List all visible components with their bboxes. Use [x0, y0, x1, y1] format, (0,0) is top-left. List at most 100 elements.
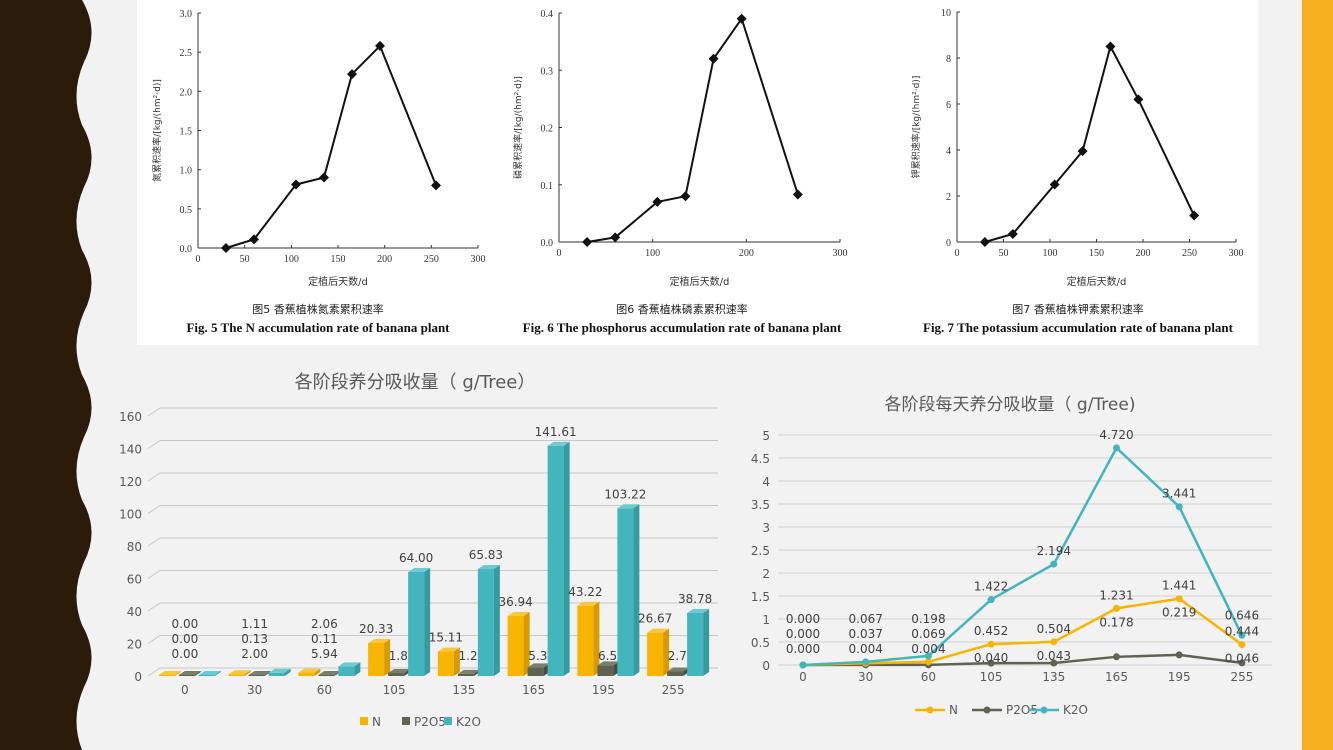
legend-marker-N — [926, 706, 934, 714]
data-label: 0.11 — [311, 632, 338, 646]
y-tick-label: 0.5 — [751, 636, 770, 650]
y-tick-label: 3.5 — [751, 498, 770, 512]
bar-top-P2O5 — [457, 669, 480, 674]
figure-caption-cn: 图5 香蕉植株氮素累积速率 — [252, 302, 384, 316]
y-tick-label: 2.5 — [180, 48, 193, 59]
bar-top-K2O — [687, 608, 710, 613]
data-label: 0.000 — [786, 612, 820, 626]
data-point-N — [1238, 641, 1246, 649]
line-chart: 各阶段每天养分吸收量（ g/Tree) 0 0.5 1 1.5 2 2.5 3 3.5 4 4.5 5… — [751, 395, 1272, 717]
data-point-K2O — [987, 596, 995, 604]
bar-N — [647, 632, 664, 676]
paper-figure-panel — [137, 0, 1258, 345]
data-label: 0.046 — [1225, 652, 1259, 666]
y-tick-label: 0.3 — [541, 66, 554, 77]
data-point-N — [924, 658, 932, 666]
data-point — [1007, 228, 1018, 239]
data-label: 0.00 — [172, 632, 199, 646]
bar-side-K2O — [633, 504, 640, 676]
y-tick-label: 0.1 — [541, 181, 554, 192]
bar-top-N — [298, 668, 321, 673]
y-tick-label: 120 — [119, 475, 142, 489]
y-tick-label: 0.2 — [541, 124, 554, 135]
y-tick-label: 1.5 — [180, 127, 193, 138]
y-tick-label: 1.0 — [180, 166, 193, 177]
data-label: 65.83 — [469, 548, 503, 562]
y-tick-label: 0.5 — [180, 205, 193, 216]
data-label: 0.043 — [1037, 649, 1071, 663]
gridline-depth — [147, 505, 161, 514]
figure-caption-cn: 图7 香蕉植株钾素累积速率 — [1012, 302, 1144, 316]
y-tick-label: 40 — [127, 605, 142, 619]
data-label: 2.06 — [311, 617, 338, 631]
y-tick-label: 5 — [762, 429, 770, 443]
x-tick-label: 165 — [1105, 670, 1128, 684]
y-tick-label: 60 — [127, 573, 142, 587]
data-point — [347, 69, 357, 80]
data-label: 1.441 — [1162, 579, 1196, 593]
data-point-K2O — [1050, 560, 1058, 568]
y-tick-label: 0.0 — [541, 238, 554, 249]
x-tick-label: 105 — [980, 670, 1003, 684]
legend-swatch-K2O — [444, 717, 452, 725]
y-tick-label: 1.5 — [751, 590, 770, 604]
bar-chart: 各阶段养分吸收量（ g/Tree） 0 20 40 60 80 100 120 140 160 0 0… — [119, 372, 718, 729]
bar-top-K2O — [477, 565, 500, 570]
bar-top-N — [647, 628, 670, 633]
legend-label: N — [372, 715, 381, 729]
bar-top-K2O — [338, 662, 361, 667]
bar-P2O5 — [178, 675, 195, 676]
data-label: 0.504 — [1037, 622, 1071, 636]
y-tick-label: 160 — [119, 410, 142, 424]
x-tick-label: 165 — [522, 683, 545, 697]
y-tick-label: 6 — [946, 100, 951, 111]
data-point — [652, 196, 663, 207]
bar-side-N — [384, 638, 391, 676]
x-tick-label: 150 — [331, 254, 346, 265]
data-point — [375, 40, 385, 51]
y-tick-label: 4.5 — [751, 452, 770, 466]
data-point — [1049, 179, 1060, 190]
y-tick-label: 2.0 — [180, 87, 193, 98]
data-label: 0.004 — [849, 642, 883, 656]
legend-marker-K2O — [1040, 706, 1048, 714]
y-tick-label: 140 — [119, 443, 142, 457]
data-label: 0.452 — [974, 624, 1008, 638]
data-label: 0.198 — [911, 612, 945, 626]
series-line — [586, 16, 799, 243]
y-tick-label: 8 — [946, 54, 951, 65]
legend-label: P2O5 — [414, 715, 446, 729]
bar-side-N — [174, 671, 181, 676]
data-label: 4.720 — [1099, 428, 1133, 442]
data-point-P2O5 — [1050, 659, 1058, 667]
bar-side-N — [314, 668, 321, 676]
legend-marker-P2O5 — [983, 706, 991, 714]
data-label: 0.069 — [911, 627, 945, 641]
data-label: 0.004 — [911, 642, 945, 656]
data-label: 0.13 — [241, 632, 268, 646]
x-tick-label: 135 — [452, 683, 475, 697]
data-label: 1.11 — [241, 617, 268, 631]
bar-top-P2O5 — [248, 671, 271, 675]
y-tick-label: 1 — [762, 613, 770, 627]
data-point — [582, 237, 593, 247]
data-point — [1133, 94, 1144, 105]
data-label: 64.00 — [399, 551, 433, 565]
figure-caption-en: Fig. 7 The potassium accumulation rate o… — [923, 320, 1234, 335]
decorative-wavy-band — [0, 0, 92, 750]
y-axis-label: 磷累积速率/[kg/(hm²·d)] — [512, 76, 524, 179]
bar-side-N — [244, 670, 251, 676]
figure-caption-cn: 图6 香蕉植株磷素累积速率 — [616, 302, 748, 316]
legend-swatch-N — [360, 717, 368, 725]
y-tick-label: 10 — [941, 8, 951, 19]
data-point — [979, 237, 990, 247]
data-label: 0.040 — [974, 651, 1008, 665]
data-point — [221, 243, 231, 253]
gridline-depth — [147, 570, 161, 579]
x-tick-label: 250 — [424, 254, 439, 265]
bar-K2O — [338, 666, 355, 676]
bar-K2O — [268, 672, 285, 676]
data-point-P2O5 — [1175, 651, 1183, 659]
data-label: 1.231 — [1099, 588, 1133, 602]
